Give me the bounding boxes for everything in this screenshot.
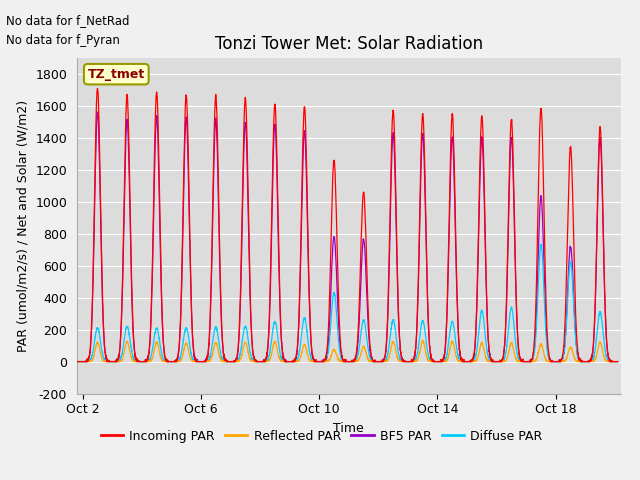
- Text: No data for f_NetRad: No data for f_NetRad: [6, 14, 130, 27]
- Text: No data for f_Pyran: No data for f_Pyran: [6, 34, 120, 47]
- Title: Tonzi Tower Met: Solar Radiation: Tonzi Tower Met: Solar Radiation: [215, 35, 483, 53]
- Text: TZ_tmet: TZ_tmet: [88, 68, 145, 81]
- X-axis label: Time: Time: [333, 422, 364, 435]
- Y-axis label: PAR (umol/m2/s) / Net and Solar (W/m2): PAR (umol/m2/s) / Net and Solar (W/m2): [17, 99, 29, 352]
- Legend: Incoming PAR, Reflected PAR, BF5 PAR, Diffuse PAR: Incoming PAR, Reflected PAR, BF5 PAR, Di…: [95, 425, 548, 448]
